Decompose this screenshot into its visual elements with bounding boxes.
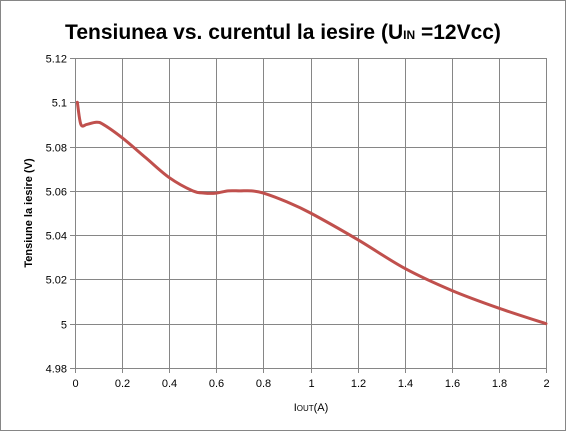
chart-title-main: Tensiunea vs. curentul la iesire (U: [65, 21, 403, 44]
x-tick-label-4: 0.8: [256, 378, 271, 390]
y-tick-label-5: 5.08: [46, 143, 67, 155]
x-tick-label-7: 1.4: [398, 378, 413, 390]
y-tick-label-1: 5: [61, 320, 67, 332]
x-axis-label: IOUT(A): [294, 402, 329, 414]
x-tick-label-8: 1.6: [445, 378, 460, 390]
x-axis-label-main: I: [294, 402, 297, 414]
x-tick-label-0: 0: [72, 378, 78, 390]
series-line-0: [75, 100, 548, 326]
series-layer: [75, 100, 548, 326]
x-tick-label-10: 2: [543, 378, 549, 390]
x-tick-label-5: 1: [308, 378, 314, 390]
x-tick-label-2: 0.4: [162, 378, 177, 390]
y-tick-label-3: 5.04: [46, 231, 67, 243]
y-tick-label-6: 5.1: [52, 98, 67, 110]
x-tick-label-9: 1.8: [492, 378, 507, 390]
x-axis-label-subscript: OUT: [297, 404, 314, 413]
x-axis-label-tail: (A): [314, 402, 329, 414]
y-tick-label-2: 5.02: [46, 275, 67, 287]
x-axis-ticks: 0 0.2 0.4 0.6 0.8 1 1.2 1.4 1.6 1.8 2: [72, 368, 550, 390]
x-tick-label-3: 0.6: [209, 378, 224, 390]
y-tick-label-0: 4.98: [46, 364, 67, 376]
x-tick-label-1: 0.2: [115, 378, 130, 390]
y-tick-label-7: 5.12: [46, 54, 67, 66]
y-axis-ticks: 4.98 5 5.02 5.04 5.06 5.08 5.1 5.12: [46, 54, 75, 376]
chart-title-subscript: IN: [403, 28, 415, 42]
chart-title: Tensiunea vs. curentul la iesire (UIN =1…: [65, 21, 501, 44]
chart-title-tail: =12Vcc): [415, 21, 501, 44]
x-tick-label-6: 1.2: [351, 378, 366, 390]
y-axis-label: Tensiune la iesire (V): [23, 158, 35, 268]
y-tick-label-4: 5.06: [46, 187, 67, 199]
